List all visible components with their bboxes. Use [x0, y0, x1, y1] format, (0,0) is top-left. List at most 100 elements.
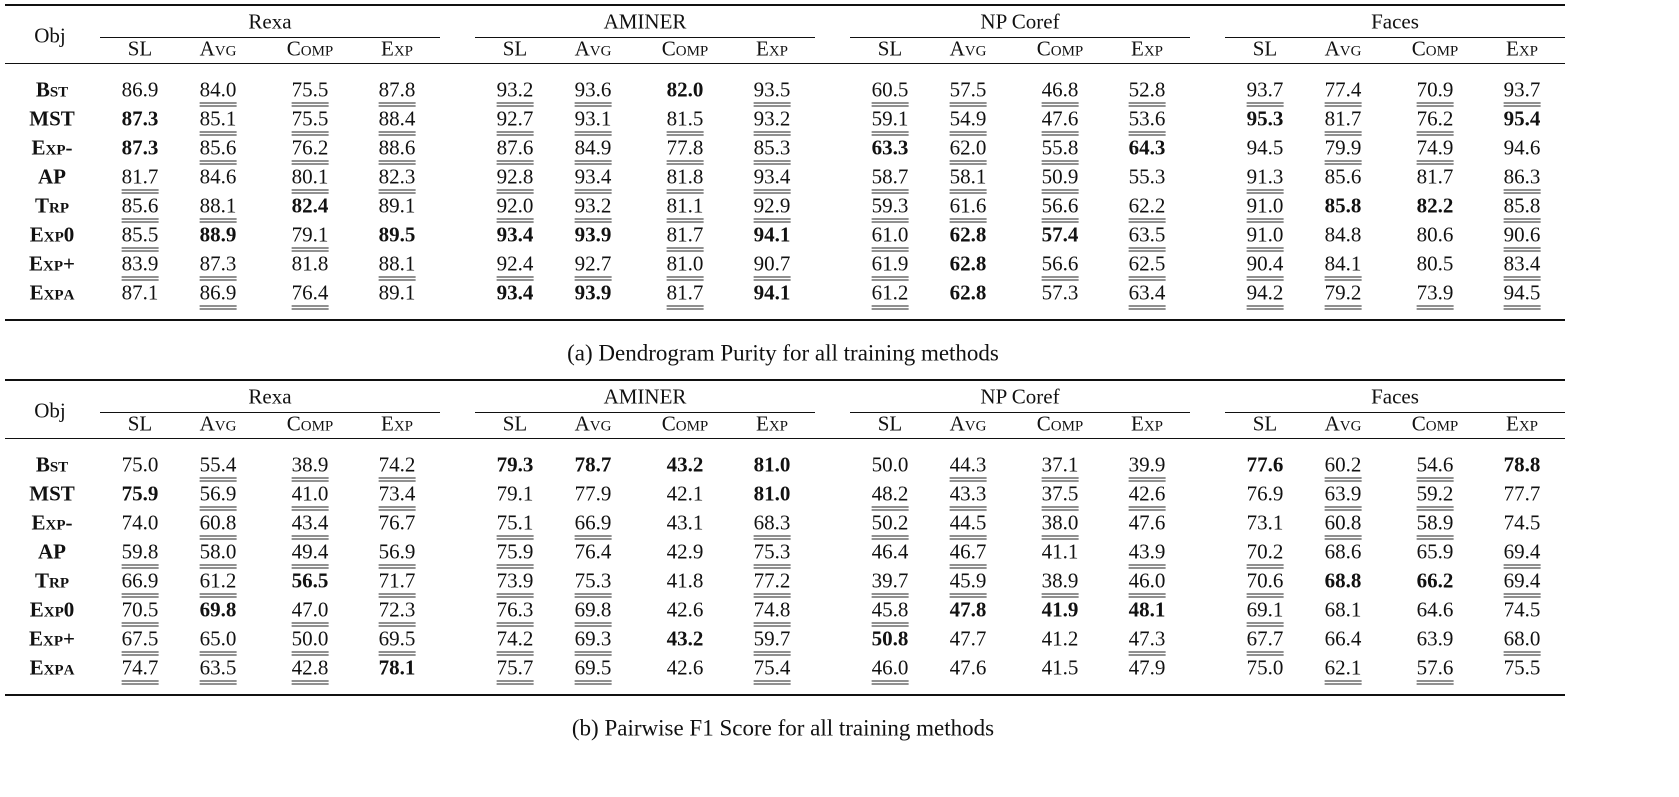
cell-value: 93.9: [574, 222, 612, 247]
row-label: Trp: [34, 193, 70, 218]
cell-value: 78.8: [1503, 452, 1541, 477]
cell: 95.4: [1503, 106, 1541, 131]
cell: 50.9: [1041, 164, 1079, 194]
cell: 85.3: [753, 135, 791, 165]
cell: 69.8: [574, 597, 612, 627]
cell-value: 95.4: [1503, 106, 1541, 131]
cell-value: 81.7: [121, 164, 159, 194]
cell-value: 81.7: [1416, 164, 1454, 189]
cell-value: 70.9: [1416, 77, 1454, 107]
column-header: Exp: [1130, 411, 1164, 436]
cell: 60.8: [1324, 510, 1362, 540]
cell: 73.4: [378, 481, 416, 511]
cell-value: 42.6: [666, 597, 704, 622]
cell: 81.8: [666, 164, 704, 194]
cell: 91.0: [1246, 193, 1284, 223]
cell-value: 84.1: [1324, 251, 1362, 281]
group-header: Faces: [1371, 384, 1419, 409]
cell-value: 59.1: [871, 106, 909, 136]
cell-value: 50.0: [291, 626, 329, 656]
cell: 69.3: [574, 626, 612, 656]
cell-value: 89.5: [378, 222, 416, 247]
cell-value: 75.1: [496, 510, 534, 540]
cell-value: 50.2: [871, 510, 909, 540]
cell-value: 48.2: [871, 481, 909, 511]
cell: 75.0: [122, 454, 159, 476]
cell: 82.4: [292, 195, 329, 217]
cell: 68.6: [1325, 541, 1362, 563]
cell-value: 60.8: [199, 510, 237, 540]
column-header: Comp: [1411, 36, 1459, 61]
cell-value: 47.6: [1041, 106, 1079, 136]
cell: 57.4: [1042, 224, 1079, 246]
cell: 61.9: [871, 251, 909, 281]
rule: [5, 694, 1565, 696]
cell: 84.9: [574, 135, 612, 165]
cell: 81.7: [666, 280, 704, 310]
cell: 69.1: [1246, 597, 1284, 627]
cell-value: 55.3: [1128, 164, 1166, 189]
cell: 76.4: [575, 541, 612, 563]
cell: 41.9: [1042, 599, 1079, 621]
rule: [850, 412, 1190, 413]
cell: 50.8: [872, 628, 909, 650]
cell-value: 75.9: [121, 481, 159, 506]
cell-value: 86.9: [121, 77, 159, 102]
cell: 50.0: [291, 626, 329, 656]
cell: 57.6: [1416, 655, 1454, 685]
cell-value: 75.7: [496, 655, 534, 685]
cell-value: 77.8: [666, 135, 704, 165]
rule: [475, 37, 815, 38]
column-header: Exp: [1505, 411, 1539, 436]
cell: 39.7: [871, 568, 909, 598]
cell: 47.3: [1128, 626, 1166, 656]
cell-value: 77.6: [1246, 452, 1284, 477]
cell: 79.1: [497, 483, 534, 505]
cell: 52.8: [1128, 77, 1166, 107]
cell: 57.5: [949, 77, 987, 107]
cell: 74.5: [1504, 512, 1541, 534]
cell-value: 93.9: [574, 280, 612, 305]
cell: 48.2: [871, 481, 909, 511]
cell: 89.1: [379, 195, 416, 217]
cell-value: 46.0: [1128, 568, 1166, 598]
cell-value: 42.6: [1128, 481, 1166, 511]
cell: 88.4: [378, 106, 416, 136]
cell: 55.4: [199, 452, 237, 482]
cell-value: 38.0: [1041, 510, 1079, 540]
cell-value: 84.6: [199, 164, 237, 189]
cell: 45.9: [949, 568, 987, 598]
cell: 85.5: [121, 222, 159, 252]
cell: 61.2: [199, 568, 237, 598]
cell-value: 55.4: [199, 452, 237, 482]
cell-value: 50.9: [1041, 164, 1079, 194]
cell-value: 62.8: [949, 222, 987, 247]
cell-value: 80.1: [291, 164, 329, 194]
cell-value: 56.6: [1041, 193, 1079, 223]
cell-value: 43.9: [1128, 539, 1166, 569]
cell-value: 39.9: [1128, 452, 1166, 482]
cell: 84.6: [199, 164, 237, 189]
cell: 43.2: [667, 628, 704, 650]
cell-value: 60.2: [1324, 452, 1362, 482]
corner-header: Obj: [34, 23, 66, 48]
cell-value: 84.9: [574, 135, 612, 165]
cell: 93.4: [753, 164, 791, 194]
cell-value: 85.6: [121, 193, 159, 223]
cell-value: 46.0: [871, 655, 909, 685]
cell: 37.5: [1041, 481, 1079, 511]
cell: 47.6: [1129, 512, 1166, 534]
cell-value: 38.9: [291, 452, 329, 482]
cell: 79.3: [497, 454, 534, 476]
cell: 75.9: [121, 481, 159, 506]
cell: 75.1: [496, 510, 534, 540]
cell: 49.4: [291, 539, 329, 569]
cell: 62.5: [1128, 251, 1166, 281]
cell: 70.2: [1246, 539, 1284, 569]
cell-value: 67.5: [121, 626, 159, 656]
cell-value: 92.7: [496, 106, 534, 136]
corner-header: Obj: [34, 398, 66, 423]
cell-value: 63.3: [871, 135, 909, 160]
cell: 89.5: [378, 222, 416, 247]
cell-value: 81.0: [753, 481, 791, 506]
